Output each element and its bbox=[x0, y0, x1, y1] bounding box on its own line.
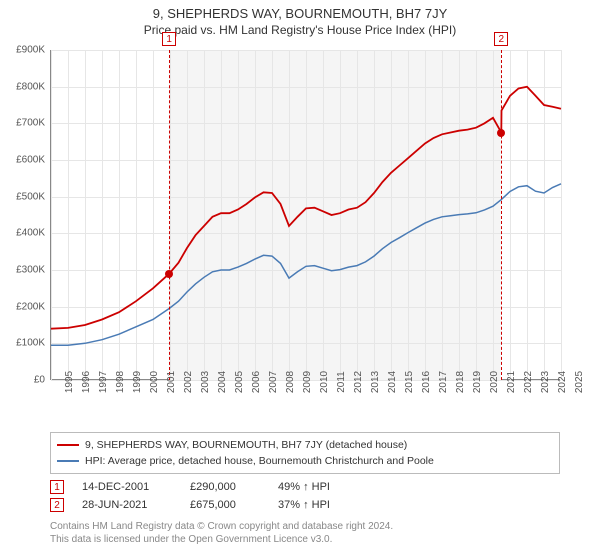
legend-swatch bbox=[57, 460, 79, 462]
y-tick-label: £500K bbox=[16, 191, 45, 202]
legend-swatch bbox=[57, 444, 79, 446]
sale-price: £675,000 bbox=[190, 499, 260, 511]
x-tick-label: 2025 bbox=[560, 371, 585, 393]
y-tick-label: £100K bbox=[16, 338, 45, 349]
y-tick-label: £600K bbox=[16, 155, 45, 166]
y-tick-label: £0 bbox=[34, 375, 45, 386]
credit-line: This data is licensed under the Open Gov… bbox=[50, 533, 560, 546]
sale-badge: 2 bbox=[50, 498, 64, 512]
data-credit: Contains HM Land Registry data © Crown c… bbox=[50, 520, 560, 546]
y-tick-label: £800K bbox=[16, 81, 45, 92]
sale-price: £290,000 bbox=[190, 481, 260, 493]
y-tick-label: £200K bbox=[16, 301, 45, 312]
chart: 12 £0£100K£200K£300K£400K£500K£600K£700K… bbox=[50, 50, 560, 400]
sale-row: 2 28-JUN-2021 £675,000 37% ↑ HPI bbox=[50, 496, 560, 514]
page-title: 9, SHEPHERDS WAY, BOURNEMOUTH, BH7 7JY bbox=[0, 6, 600, 21]
sale-row: 1 14-DEC-2001 £290,000 49% ↑ HPI bbox=[50, 478, 560, 496]
legend-label: HPI: Average price, detached house, Bour… bbox=[85, 455, 434, 467]
y-tick-label: £300K bbox=[16, 265, 45, 276]
sale-marker-dot bbox=[497, 129, 505, 137]
legend-label: 9, SHEPHERDS WAY, BOURNEMOUTH, BH7 7JY (… bbox=[85, 439, 407, 451]
legend-item: HPI: Average price, detached house, Bour… bbox=[57, 453, 553, 469]
chart-lines bbox=[51, 50, 561, 380]
title-block: 9, SHEPHERDS WAY, BOURNEMOUTH, BH7 7JY P… bbox=[0, 0, 600, 39]
sales-table: 1 14-DEC-2001 £290,000 49% ↑ HPI 2 28-JU… bbox=[50, 478, 560, 514]
y-tick-label: £700K bbox=[16, 118, 45, 129]
series-line-price_paid bbox=[51, 87, 561, 329]
y-tick-label: £900K bbox=[16, 45, 45, 56]
sale-pct-vs-hpi: 37% ↑ HPI bbox=[278, 499, 358, 511]
credit-line: Contains HM Land Registry data © Crown c… bbox=[50, 520, 560, 533]
plot-area: 12 bbox=[50, 50, 560, 380]
sale-badge: 1 bbox=[50, 480, 64, 494]
sale-date: 28-JUN-2021 bbox=[82, 499, 172, 511]
legend-item: 9, SHEPHERDS WAY, BOURNEMOUTH, BH7 7JY (… bbox=[57, 437, 553, 453]
sale-marker-dot bbox=[165, 270, 173, 278]
legend: 9, SHEPHERDS WAY, BOURNEMOUTH, BH7 7JY (… bbox=[50, 432, 560, 474]
page-subtitle: Price paid vs. HM Land Registry's House … bbox=[0, 23, 600, 37]
reference-badge: 1 bbox=[162, 32, 176, 46]
y-tick-label: £400K bbox=[16, 228, 45, 239]
sale-pct-vs-hpi: 49% ↑ HPI bbox=[278, 481, 358, 493]
sale-date: 14-DEC-2001 bbox=[82, 481, 172, 493]
reference-badge: 2 bbox=[494, 32, 508, 46]
